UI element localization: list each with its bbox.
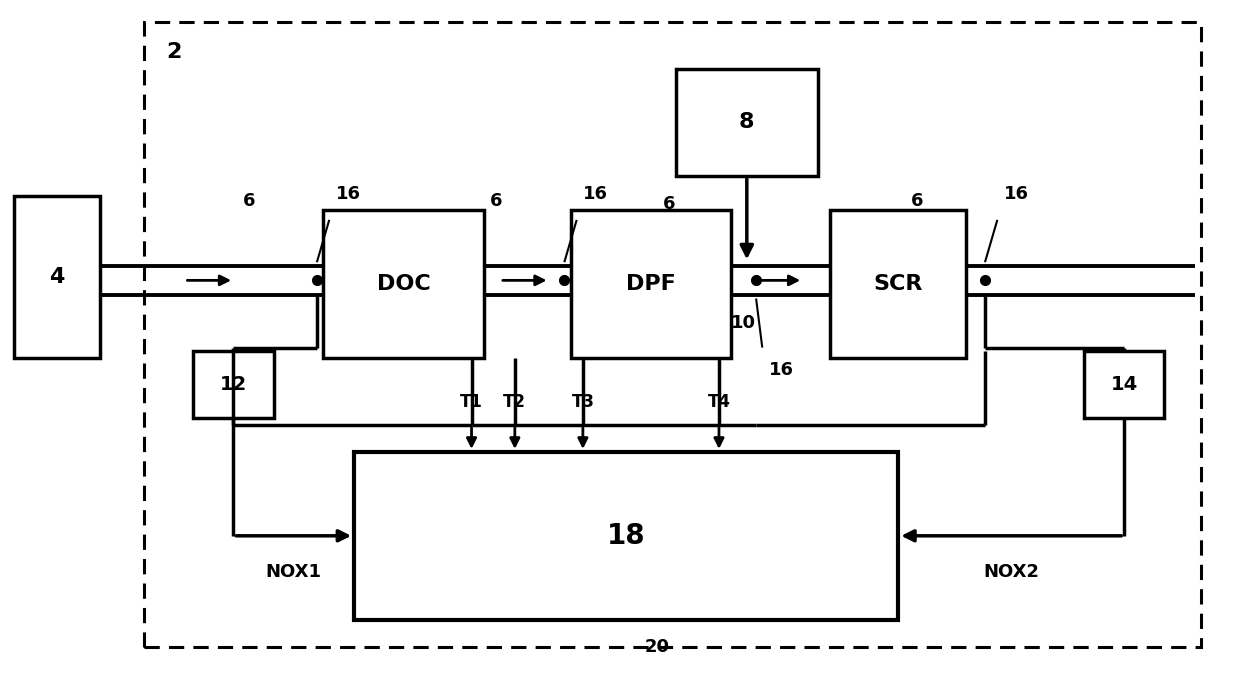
FancyBboxPatch shape xyxy=(324,210,484,358)
Text: 16: 16 xyxy=(583,185,608,203)
FancyBboxPatch shape xyxy=(1084,351,1164,418)
Text: 16: 16 xyxy=(769,361,794,379)
Text: T4: T4 xyxy=(708,394,730,412)
Text: 16: 16 xyxy=(1003,185,1028,203)
Text: 12: 12 xyxy=(219,375,247,394)
FancyBboxPatch shape xyxy=(353,452,898,620)
Text: T3: T3 xyxy=(572,394,594,412)
Text: SCR: SCR xyxy=(874,274,923,294)
Text: 10: 10 xyxy=(732,314,756,332)
Text: DPF: DPF xyxy=(626,274,676,294)
FancyBboxPatch shape xyxy=(676,69,818,176)
Text: NOX1: NOX1 xyxy=(265,563,321,580)
Text: T2: T2 xyxy=(503,394,526,412)
Text: 2: 2 xyxy=(166,42,181,61)
Text: 6: 6 xyxy=(490,192,502,210)
Text: 16: 16 xyxy=(336,185,361,203)
Text: 18: 18 xyxy=(606,522,646,550)
Text: 4: 4 xyxy=(50,267,64,287)
Text: T1: T1 xyxy=(460,394,482,412)
FancyBboxPatch shape xyxy=(14,196,100,358)
FancyBboxPatch shape xyxy=(831,210,966,358)
Text: 6: 6 xyxy=(243,192,255,210)
Text: 6: 6 xyxy=(663,195,676,213)
Text: 8: 8 xyxy=(739,113,755,132)
FancyBboxPatch shape xyxy=(570,210,732,358)
Text: 14: 14 xyxy=(1111,375,1138,394)
Text: NOX2: NOX2 xyxy=(983,563,1039,580)
FancyBboxPatch shape xyxy=(193,351,274,418)
Text: 6: 6 xyxy=(910,192,924,210)
Text: 20: 20 xyxy=(645,638,670,655)
Text: DOC: DOC xyxy=(377,274,430,294)
